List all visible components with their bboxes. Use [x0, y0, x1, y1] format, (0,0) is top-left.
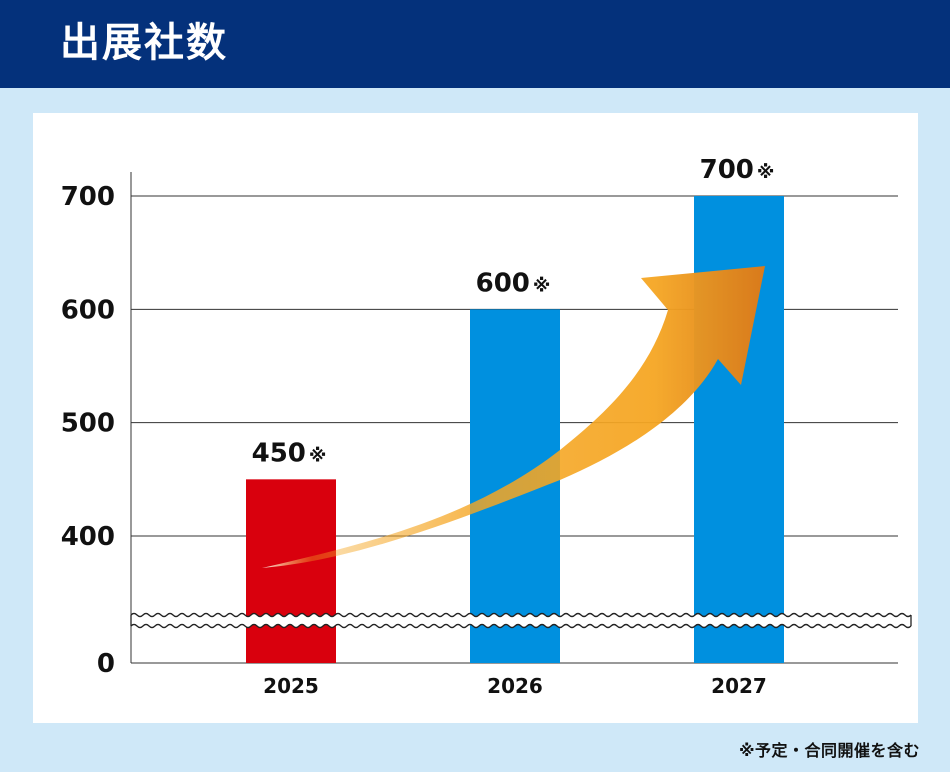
value-label-2026: 600 ※ [476, 268, 551, 298]
value-label-2027: 700 ※ [700, 155, 775, 185]
axis-break-line-top [130, 612, 912, 618]
y-tick-label-600: 600 [61, 295, 115, 325]
axis-break-line-bottom [130, 623, 912, 629]
bar-2027 [694, 196, 784, 663]
trend-arrow [262, 266, 765, 568]
x-tick-label-2025: 2025 [263, 674, 319, 698]
value-label-2025: 450 ※ [252, 438, 327, 468]
y-tick-label-0: 0 [97, 649, 115, 679]
x-tick-label-2026: 2026 [487, 674, 543, 698]
y-tick-label-500: 500 [61, 409, 115, 439]
page-title: 出展社数 [60, 20, 228, 66]
header-banner: 出展社数 [0, 0, 950, 88]
bar-2025 [246, 479, 336, 663]
y-tick-label-400: 400 [61, 522, 115, 552]
x-tick-label-2027: 2027 [711, 674, 767, 698]
footnote: ※予定・合同開催を含む [738, 741, 920, 760]
y-tick-label-700: 700 [61, 182, 115, 212]
